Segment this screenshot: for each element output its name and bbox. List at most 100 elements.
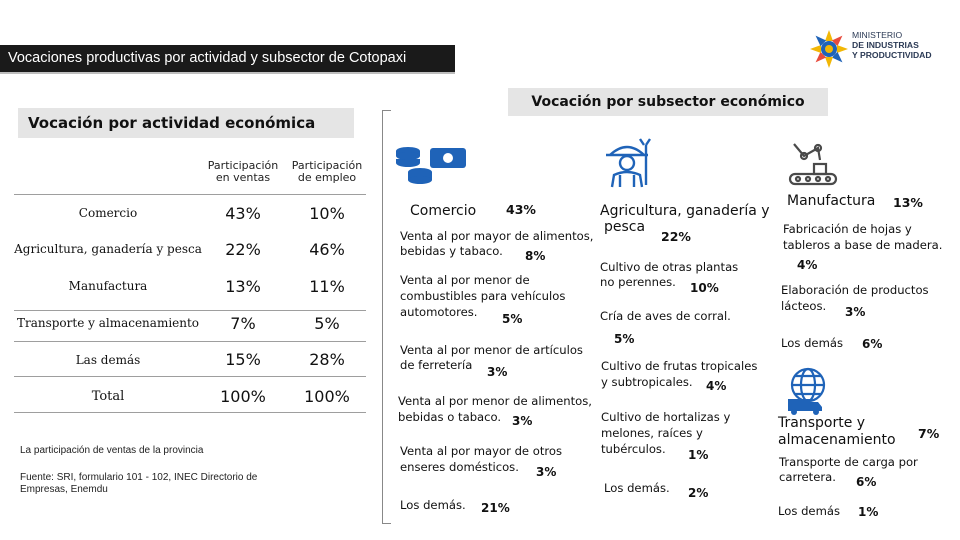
agricultura-item-5-label: Los demás.: [604, 481, 670, 495]
manufactura-item-2-line-1: Elaboración de productos: [781, 283, 929, 297]
comercio-item-2-line-2: combustibles para vehículos: [400, 289, 566, 303]
title-underline: [0, 72, 455, 74]
agricultura-item-1-line-2: no perennes.: [600, 275, 676, 289]
agricultura-item-4-line-2: melones, raíces y: [601, 426, 703, 440]
comercio-item-3-line-1: Venta al por menor de artículos: [400, 343, 583, 357]
logo-line-1: MINISTERIO: [852, 30, 903, 40]
agricultura-item-4-line-1: Cultivo de hortalizas y: [601, 410, 731, 424]
row-empleo-total: 100%: [304, 387, 350, 406]
comercio-item-5-line-1: Venta al por mayor de otros: [400, 444, 563, 458]
manufactura-item-2-line-2: lácteos.: [781, 299, 827, 313]
agricultura-item-1-pct: 10%: [690, 281, 719, 295]
agricultura-title-line-1: Agricultura, ganadería y: [600, 203, 770, 219]
transporte-title-line-2: almacenamiento: [778, 432, 896, 448]
table-divider: [14, 412, 366, 413]
farmer-icon: [606, 138, 651, 188]
row-empleo-agricultura: 46%: [309, 240, 345, 259]
transporte-item-1-line-2: carretera.: [779, 470, 836, 484]
row-ventas-agricultura: 22%: [225, 240, 261, 259]
row-label-las-demas: Las demás: [75, 353, 141, 367]
col-header-empleo: Participación de empleo: [291, 159, 363, 184]
ventas-note: La participación de ventas de la provinc…: [20, 445, 204, 456]
agricultura-item-2-pct: 5%: [614, 332, 635, 346]
comercio-item-3-line-2: de ferretería: [400, 358, 473, 372]
comercio-item-1-line-1: Venta al por mayor de alimentos,: [400, 229, 594, 243]
table-divider: [14, 376, 366, 377]
logo-text: MINISTERIO DE INDUSTRIAS Y PRODUCTIVIDAD: [852, 30, 932, 60]
transporte-item-2-pct: 1%: [858, 505, 879, 519]
activity-table: Participación en ventas Participación de…: [14, 156, 366, 416]
subsector-heading: Vocación por subsector económico: [508, 88, 828, 116]
comercio-item-4-line-1: Venta al por menor de alimentos,: [398, 394, 592, 408]
row-ventas-las-demas: 15%: [225, 350, 261, 369]
comercio-item-6-pct: 21%: [481, 501, 510, 515]
comercio-item-1-pct: 8%: [525, 249, 546, 263]
row-ventas-transporte: 7%: [230, 314, 256, 333]
comercio-item-5-line-2: enseres domésticos.: [400, 460, 519, 474]
comercio-item-6-label: Los demás.: [400, 498, 466, 512]
row-ventas-total: 100%: [220, 387, 266, 406]
row-ventas-manufactura: 13%: [225, 277, 261, 296]
comercio-item-5-pct: 3%: [536, 465, 557, 479]
manufactura-title: Manufactura: [787, 193, 876, 209]
row-empleo-las-demas: 28%: [309, 350, 345, 369]
table-divider: [14, 310, 366, 311]
ministry-logo: MINISTERIO DE INDUSTRIAS Y PRODUCTIVIDAD: [808, 28, 958, 72]
comercio-item-4-pct: 3%: [512, 414, 533, 428]
agricultura-item-3-pct: 4%: [706, 379, 727, 393]
manufactura-pct: 13%: [893, 195, 923, 210]
comercio-item-2-pct: 5%: [502, 312, 523, 326]
source-note: Fuente: SRI, formulario 101 - 102, INEC …: [20, 472, 295, 496]
sun-logo-icon: [810, 30, 848, 68]
agricultura-item-2-label: Cría de aves de corral.: [600, 309, 731, 323]
row-label-transporte: Transporte y almacenamiento: [16, 316, 200, 330]
table-divider: [14, 341, 366, 342]
agricultura-item-1-line-1: Cultivo de otras plantas: [600, 260, 739, 274]
comercio-pct: 43%: [506, 202, 536, 217]
comercio-item-2-line-3: automotores.: [400, 305, 478, 319]
row-empleo-transporte: 5%: [314, 314, 340, 333]
logo-line-3: Y PRODUCTIVIDAD: [852, 50, 932, 60]
comercio-item-3-pct: 3%: [487, 365, 508, 379]
row-label-comercio: Comercio: [78, 206, 138, 220]
manufactura-item-1-line-1: Fabricación de hojas y: [783, 222, 912, 236]
manufactura-item-2-pct: 3%: [845, 305, 866, 319]
agricultura-item-3-line-1: Cultivo de frutas tropicales: [601, 359, 758, 373]
source-text: SRI, formulario 101 - 102, INEC Director…: [20, 472, 258, 495]
transporte-item-1-pct: 6%: [856, 475, 877, 489]
manufactura-item-1-pct: 4%: [797, 258, 818, 272]
transporte-item-2-label: Los demás: [778, 504, 841, 518]
transporte-pct: 7%: [918, 426, 940, 441]
comercio-item-4-line-2: bebidas o tabaco.: [398, 410, 502, 424]
agricultura-item-5-pct: 2%: [688, 486, 709, 500]
commerce-icon: [396, 147, 466, 184]
page-title: Vocaciones productivas por actividad y s…: [0, 45, 455, 72]
manufactura-item-3-label: Los demás: [781, 336, 844, 350]
col-header-ventas: Participación en ventas: [207, 159, 279, 184]
agricultura-item-4-pct: 1%: [688, 448, 709, 462]
comercio-title: Comercio: [410, 203, 477, 219]
comercio-item-2-line-1: Venta al por menor de: [400, 273, 530, 287]
manufactura-item-3-pct: 6%: [862, 337, 883, 351]
row-label-total: Total: [91, 389, 125, 404]
activity-heading: Vocación por actividad económica: [18, 108, 354, 138]
subsector-bracket: [382, 110, 391, 524]
row-empleo-comercio: 10%: [309, 204, 345, 223]
globe-truck-icon: [788, 367, 826, 415]
comercio-item-1-line-2: bebidas y tabaco.: [400, 244, 503, 258]
row-empleo-manufactura: 11%: [309, 277, 345, 296]
manufactura-item-1-line-2: tableros a base de madera.: [783, 238, 943, 252]
logo-line-2: DE INDUSTRIAS: [852, 40, 919, 50]
transporte-title-line-1: Transporte y: [778, 415, 866, 431]
row-label-agricultura: Agricultura, ganadería y pesca: [14, 242, 202, 256]
transporte-item-1-line-1: Transporte de carga por: [779, 455, 918, 469]
table-divider: [14, 194, 366, 195]
row-ventas-comercio: 43%: [225, 204, 261, 223]
factory-robot-icon: [788, 143, 838, 186]
agricultura-item-3-line-2: y subtropicales.: [601, 375, 693, 389]
agricultura-item-4-line-3: tubérculos.: [601, 442, 666, 456]
agricultura-pct: 22%: [661, 229, 691, 244]
row-label-manufactura: Manufactura: [68, 279, 148, 293]
source-label: Fuente:: [20, 472, 54, 483]
agricultura-title-line-2: pesca: [604, 219, 646, 235]
